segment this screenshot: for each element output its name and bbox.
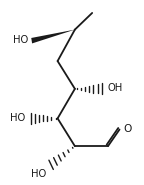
Text: OH: OH	[107, 83, 123, 93]
Text: HO: HO	[31, 169, 46, 179]
Text: HO: HO	[13, 35, 28, 45]
Text: HO: HO	[10, 113, 25, 123]
Polygon shape	[31, 30, 75, 43]
Text: O: O	[123, 124, 131, 134]
